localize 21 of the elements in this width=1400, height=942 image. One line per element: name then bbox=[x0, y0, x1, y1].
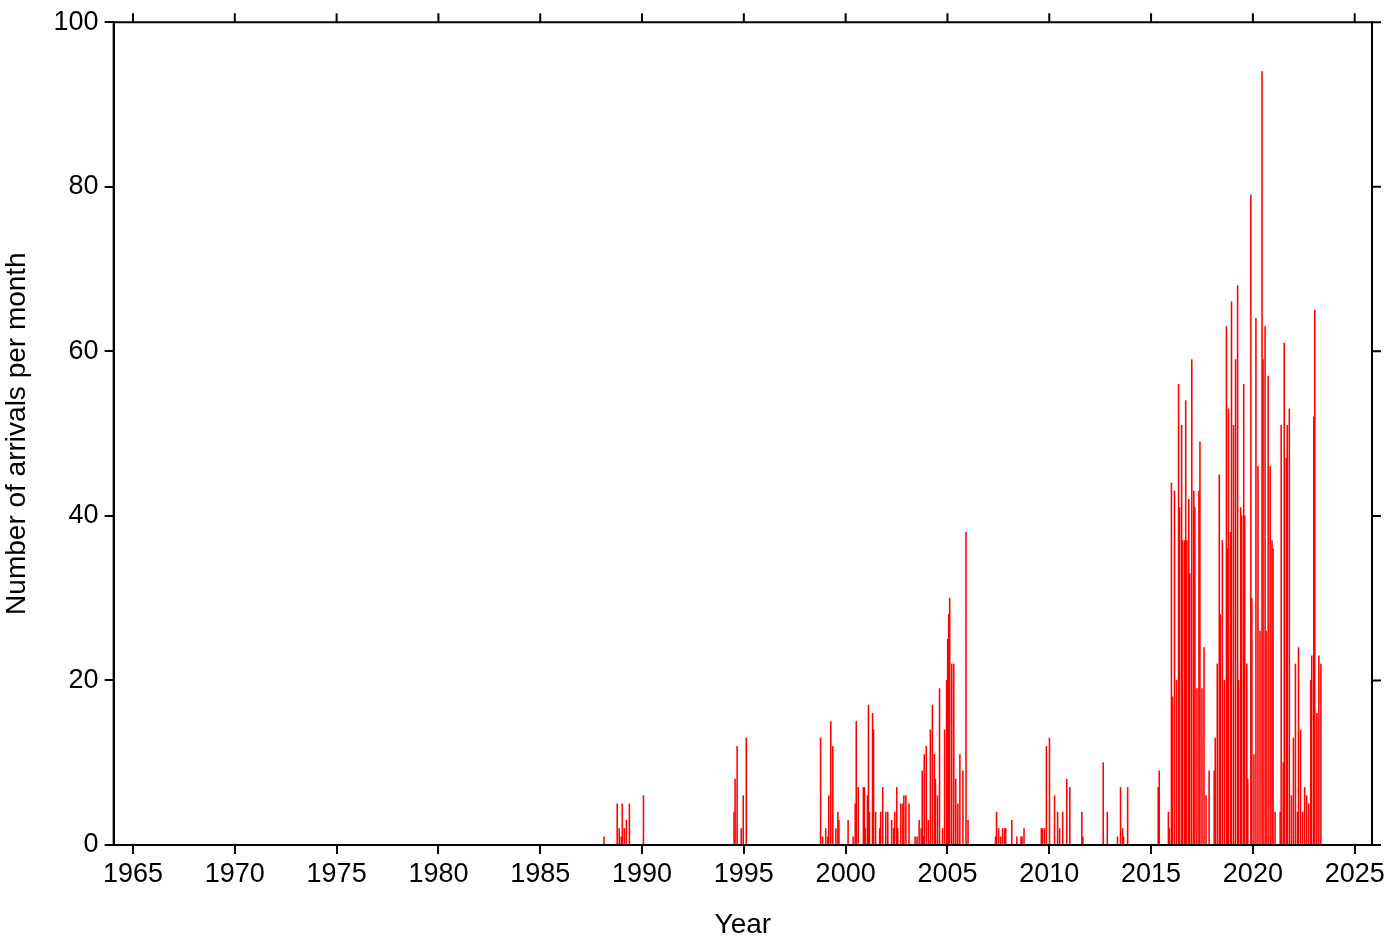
x-tick-label: 1965 bbox=[102, 857, 164, 888]
y-tick-label: 100 bbox=[53, 5, 99, 36]
x-tick-label: 2005 bbox=[917, 857, 978, 888]
y-tick-label: 40 bbox=[68, 499, 99, 530]
y-axis-title: Number of arrivals per month bbox=[0, 252, 31, 615]
y-tick-label: 80 bbox=[68, 170, 99, 201]
x-tick-label: 2025 bbox=[1324, 857, 1385, 888]
y-tick-label: 20 bbox=[68, 663, 99, 694]
x-tick-label: 2020 bbox=[1222, 857, 1283, 888]
x-tick-label: 2010 bbox=[1019, 857, 1080, 888]
x-tick-label: 2000 bbox=[815, 857, 876, 888]
x-tick-label: 2015 bbox=[1121, 857, 1182, 888]
x-axis-title: Year bbox=[714, 907, 772, 939]
y-tick-label: 0 bbox=[83, 828, 99, 859]
x-tick-label: 1995 bbox=[713, 857, 774, 888]
x-tick-label: 1990 bbox=[611, 857, 673, 888]
x-tick-label: 1985 bbox=[510, 857, 571, 888]
x-tick-label: 1970 bbox=[204, 857, 265, 888]
x-tick-label: 1980 bbox=[408, 857, 469, 888]
y-tick-label: 60 bbox=[68, 334, 99, 365]
x-tick-label: 1975 bbox=[306, 857, 367, 888]
